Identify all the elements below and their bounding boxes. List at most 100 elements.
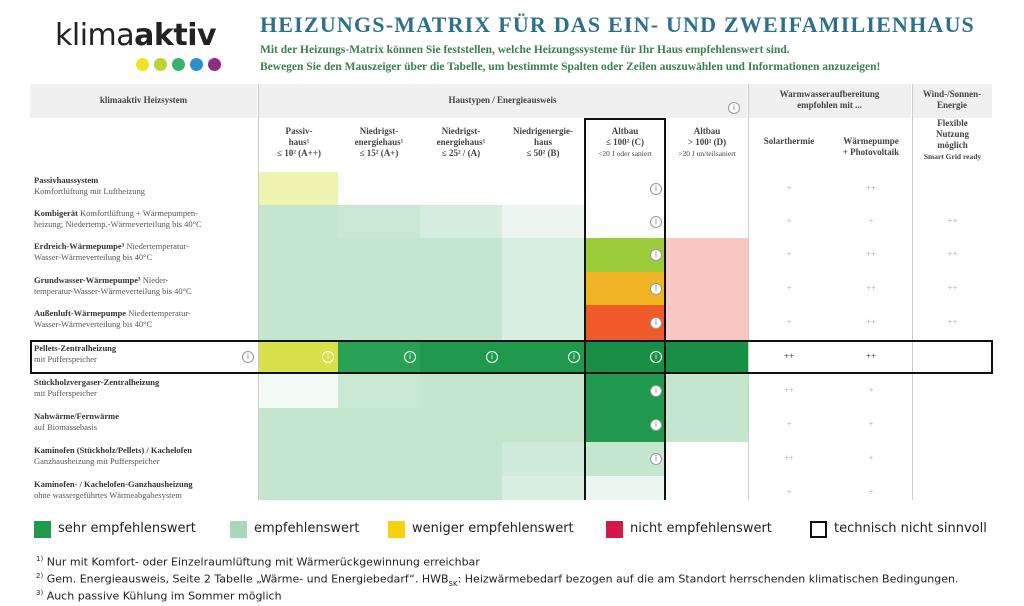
- rating-cell[interactable]: [502, 408, 584, 442]
- rating-cell[interactable]: [420, 205, 502, 238]
- system-title-line: Erdreich-Wärmepumpe³ Niedertemperatur-: [34, 241, 256, 252]
- rating-cell[interactable]: [666, 305, 748, 340]
- rating-cell[interactable]: [420, 374, 502, 408]
- header-line: haus¹: [288, 137, 310, 147]
- info-icon[interactable]: i: [728, 102, 740, 114]
- rating-cell[interactable]: [420, 476, 502, 500]
- header-line: Passiv-: [285, 126, 313, 136]
- system-name[interactable]: Nahwärme/Fernwärme auf Biomassebasis: [30, 411, 256, 433]
- rating-cell[interactable]: [502, 442, 584, 476]
- rating-cell[interactable]: [502, 305, 584, 340]
- header-line: > 100² (D): [687, 137, 727, 147]
- header-line: Nutzung: [935, 129, 969, 139]
- footnote: 1) Nur mit Komfort- oder Einzelraumlüftu…: [36, 555, 480, 569]
- rating-cell[interactable]: [502, 374, 584, 408]
- header-line: Solarthermie: [763, 136, 815, 146]
- rating-cell[interactable]: [666, 442, 748, 476]
- system-name[interactable]: Grundwasser-Wärmepumpe³ Nieder-temperatu…: [30, 275, 256, 297]
- rating-cell[interactable]: [666, 476, 748, 500]
- system-desc: ohne wassergeführtes Wärmeabgabesystem: [34, 490, 182, 500]
- header-line: energiehaus¹: [354, 137, 404, 147]
- system-name[interactable]: Erdreich-Wärmepumpe³ Niedertemperatur- Wa…: [30, 241, 256, 263]
- system-desc: auf Biomassebasis: [34, 422, 98, 432]
- rating-cell[interactable]: [420, 408, 502, 442]
- group-header: klimaaktiv Heizsystem: [30, 84, 258, 118]
- rating-cell[interactable]: [258, 442, 340, 476]
- rating-cell[interactable]: [338, 476, 420, 500]
- system-title: Grundwasser-Wärmepumpe³: [34, 275, 141, 285]
- footnote-sub: SK: [448, 579, 458, 588]
- header-line: Smart Grid ready: [923, 152, 982, 161]
- recommendation: +: [786, 282, 792, 293]
- info-icon[interactable]: i: [650, 385, 662, 397]
- rating-cell[interactable]: [258, 408, 340, 442]
- rating-cell[interactable]: [258, 476, 340, 500]
- rating-cell[interactable]: [258, 238, 340, 272]
- system-title: Pellets-Zentralheizung: [34, 343, 117, 353]
- system-desc: Komfortlüftung + Wärmepumpen-: [80, 208, 198, 218]
- system-name[interactable]: Stückholzvergaser-Zentralheizung mit Puff…: [30, 377, 256, 399]
- info-icon[interactable]: i: [322, 351, 334, 363]
- rating-cell[interactable]: [258, 205, 340, 238]
- header-line: ≤ 100² (C): [605, 137, 645, 147]
- logo-dot: [172, 58, 185, 71]
- rating-cell[interactable]: [420, 272, 502, 305]
- rating-cell[interactable]: [258, 305, 340, 340]
- rating-cell[interactable]: [502, 205, 584, 238]
- info-icon[interactable]: i: [404, 351, 416, 363]
- footnote: 2) Gem. Energieausweis, Seite 2 Tabelle …: [36, 572, 959, 588]
- info-icon[interactable]: i: [650, 282, 662, 295]
- recommendation: +: [868, 486, 874, 497]
- system-name[interactable]: Außenluft-Wärmepumpe Niedertemperatur- Wa…: [30, 308, 256, 330]
- info-icon[interactable]: i: [650, 419, 662, 431]
- rating-cell[interactable]: [502, 476, 584, 500]
- info-icon[interactable]: i: [650, 182, 662, 195]
- system-name[interactable]: Pellets-Zentralheizung mit Pufferspeicher: [30, 343, 256, 365]
- legend-label: weniger empfehlenswert: [412, 521, 574, 536]
- header-line: ≤ 15² (A+): [359, 148, 399, 158]
- info-icon[interactable]: i: [242, 351, 254, 363]
- rating-cell[interactable]: [420, 442, 502, 476]
- info-icon[interactable]: i: [650, 351, 662, 363]
- rating-cell[interactable]: [502, 172, 584, 205]
- rating-cell[interactable]: [420, 238, 502, 272]
- rating-cell[interactable]: [666, 238, 748, 272]
- rating-cell[interactable]: [666, 340, 748, 374]
- info-icon[interactable]: i: [650, 249, 662, 261]
- rating-cell[interactable]: [584, 476, 666, 500]
- rating-cell[interactable]: [666, 172, 748, 205]
- header-line: haus: [533, 137, 552, 147]
- system-name[interactable]: Passivhaussystem Komfortlüftung mit Lufth…: [30, 175, 256, 197]
- rating-cell[interactable]: [420, 172, 502, 205]
- matrix-table[interactable]: klimaaktiv Heizsystem Haustypen / Energie…: [30, 84, 993, 500]
- rating-cell[interactable]: [338, 272, 420, 305]
- system-name[interactable]: Kombigerät Komfortlüftung + Wärmepumpen-…: [30, 208, 256, 230]
- rating-cell[interactable]: [338, 442, 420, 476]
- rating-cell[interactable]: [666, 408, 748, 442]
- info-icon[interactable]: i: [486, 351, 498, 363]
- page-title: HEIZUNGS-MATRIX FÜR DAS EIN- UND ZWEIFAM…: [260, 12, 975, 37]
- rating-cell[interactable]: [338, 172, 420, 205]
- system-name[interactable]: Kaminofen- / Kachelofen-Ganzhausheizung o…: [30, 479, 256, 500]
- rating-cell[interactable]: [338, 205, 420, 238]
- rating-cell[interactable]: [502, 272, 584, 305]
- system-name[interactable]: Kaminofen (Stückholz/Pellets) / Kachelof…: [30, 445, 256, 467]
- info-icon[interactable]: i: [568, 351, 580, 363]
- rating-cell[interactable]: [338, 305, 420, 340]
- rating-cell[interactable]: [258, 272, 340, 305]
- rating-cell[interactable]: [258, 374, 340, 408]
- rating-cell[interactable]: [338, 374, 420, 408]
- rating-cell[interactable]: [338, 408, 420, 442]
- info-icon[interactable]: i: [650, 453, 662, 465]
- rating-cell[interactable]: [666, 374, 748, 408]
- rating-cell[interactable]: [338, 238, 420, 272]
- column-divider: [748, 84, 749, 500]
- rating-cell[interactable]: [666, 272, 748, 305]
- info-icon[interactable]: i: [650, 215, 662, 228]
- footnote-text: Nur mit Komfort- oder Einzelraumlüftung …: [46, 555, 480, 569]
- info-icon[interactable]: i: [650, 316, 662, 329]
- rating-cell[interactable]: [258, 172, 340, 205]
- rating-cell[interactable]: [666, 205, 748, 238]
- rating-cell[interactable]: [502, 238, 584, 272]
- rating-cell[interactable]: [420, 305, 502, 340]
